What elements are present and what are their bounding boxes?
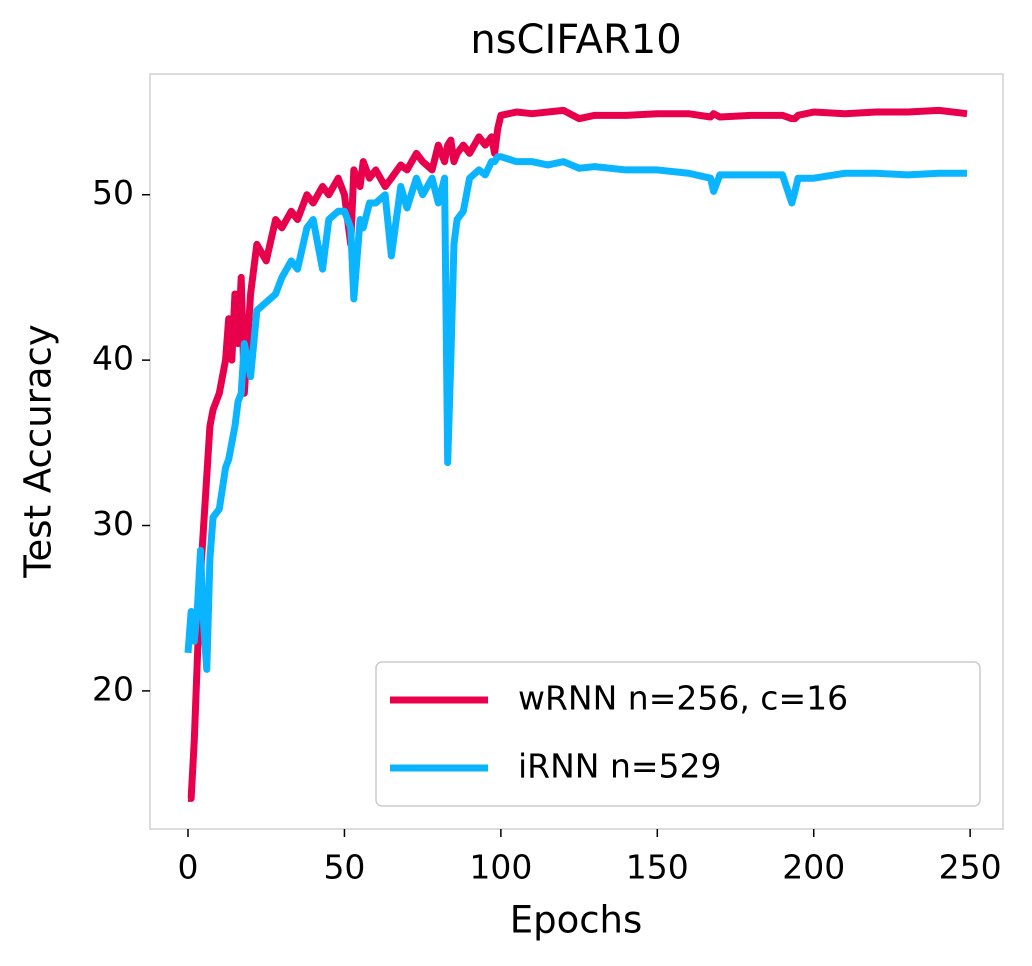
plot-frame [149, 73, 1004, 830]
y-tick-label: 30 [92, 504, 134, 543]
y-tick-label: 20 [92, 669, 134, 708]
data-line [184, 153, 968, 673]
y-tick-label: 50 [92, 173, 134, 212]
legend-label: wRNN n=256, c=16 [518, 679, 848, 718]
x-axis-label: Epochs [510, 899, 643, 942]
y-tick-label: 40 [92, 339, 134, 378]
y-axis-label: Test Accuracy [17, 324, 60, 579]
legend-label: iRNN n=529 [518, 747, 722, 786]
x-tick-label: 250 [939, 848, 1002, 887]
x-tick-label: 0 [178, 848, 199, 887]
legend-box [375, 661, 981, 807]
x-tick-label: 50 [323, 848, 365, 887]
chart-title: nsCIFAR10 [470, 17, 681, 63]
data-line [187, 106, 968, 802]
x-tick-label: 200 [782, 848, 845, 887]
x-tick-label: 100 [469, 848, 532, 887]
x-tick-label: 150 [626, 848, 689, 887]
